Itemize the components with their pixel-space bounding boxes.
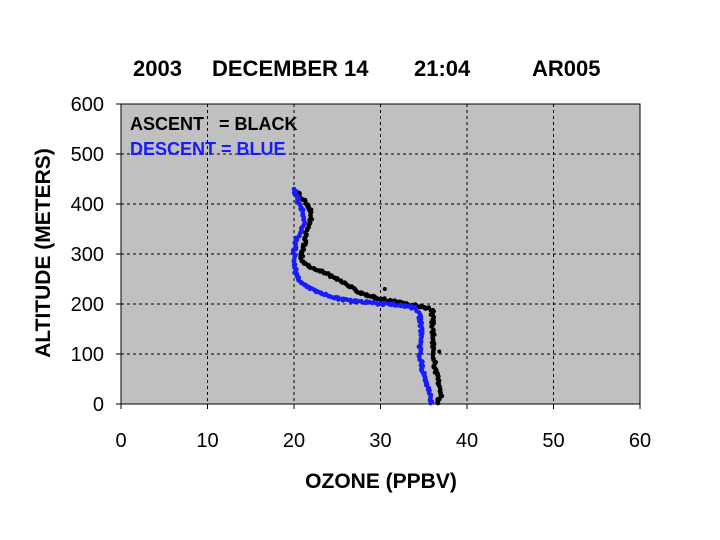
- y-axis-label: ALTITUDE (METERS): [32, 148, 55, 358]
- data-marks: [290, 186, 445, 406]
- legend: ASCENT = BLACK DESCENT = BLUE: [130, 114, 298, 159]
- title-date: DECEMBER 14: [212, 56, 369, 81]
- x-tick-label: 0: [115, 430, 126, 452]
- data-point-outlier: [437, 349, 442, 354]
- data-point-ascent: [329, 273, 334, 278]
- data-point-descent: [323, 291, 329, 297]
- title-id: AR005: [532, 56, 600, 81]
- y-tick-label: 0: [93, 394, 104, 416]
- y-tick-label: 200: [71, 294, 104, 316]
- x-axis-label: OZONE (PPBV): [305, 470, 457, 493]
- y-tick-label: 400: [71, 194, 104, 216]
- y-tick-label: 600: [71, 94, 104, 116]
- data-point-descent: [291, 186, 297, 192]
- legend-entry: ASCENT = BLACK: [130, 114, 298, 134]
- grid-lines: [121, 104, 640, 404]
- x-tick-label: 60: [629, 430, 651, 452]
- data-point-descent: [362, 300, 368, 306]
- data-point-ascent: [382, 296, 387, 301]
- y-tick-label: 100: [71, 344, 104, 366]
- data-point-descent: [386, 301, 392, 307]
- x-tick-label: 20: [283, 430, 305, 452]
- x-tick-label: 10: [196, 430, 218, 452]
- legend-entry: DESCENT = BLUE: [130, 139, 286, 159]
- x-tick-label: 40: [456, 430, 478, 452]
- data-point-ascent: [378, 296, 384, 302]
- data-point-descent: [340, 296, 345, 302]
- y-tick-label: 500: [71, 144, 104, 166]
- data-point-ascent: [431, 327, 436, 333]
- data-point-outlier: [382, 287, 387, 291]
- x-tick-label: 30: [369, 430, 391, 452]
- title-time: 21:04: [414, 56, 471, 81]
- title-year: 2003: [133, 56, 182, 81]
- y-tick-label: 300: [71, 244, 104, 266]
- data-point-descent: [359, 299, 364, 304]
- x-tick-label: 50: [542, 430, 564, 452]
- data-point-descent: [352, 298, 358, 303]
